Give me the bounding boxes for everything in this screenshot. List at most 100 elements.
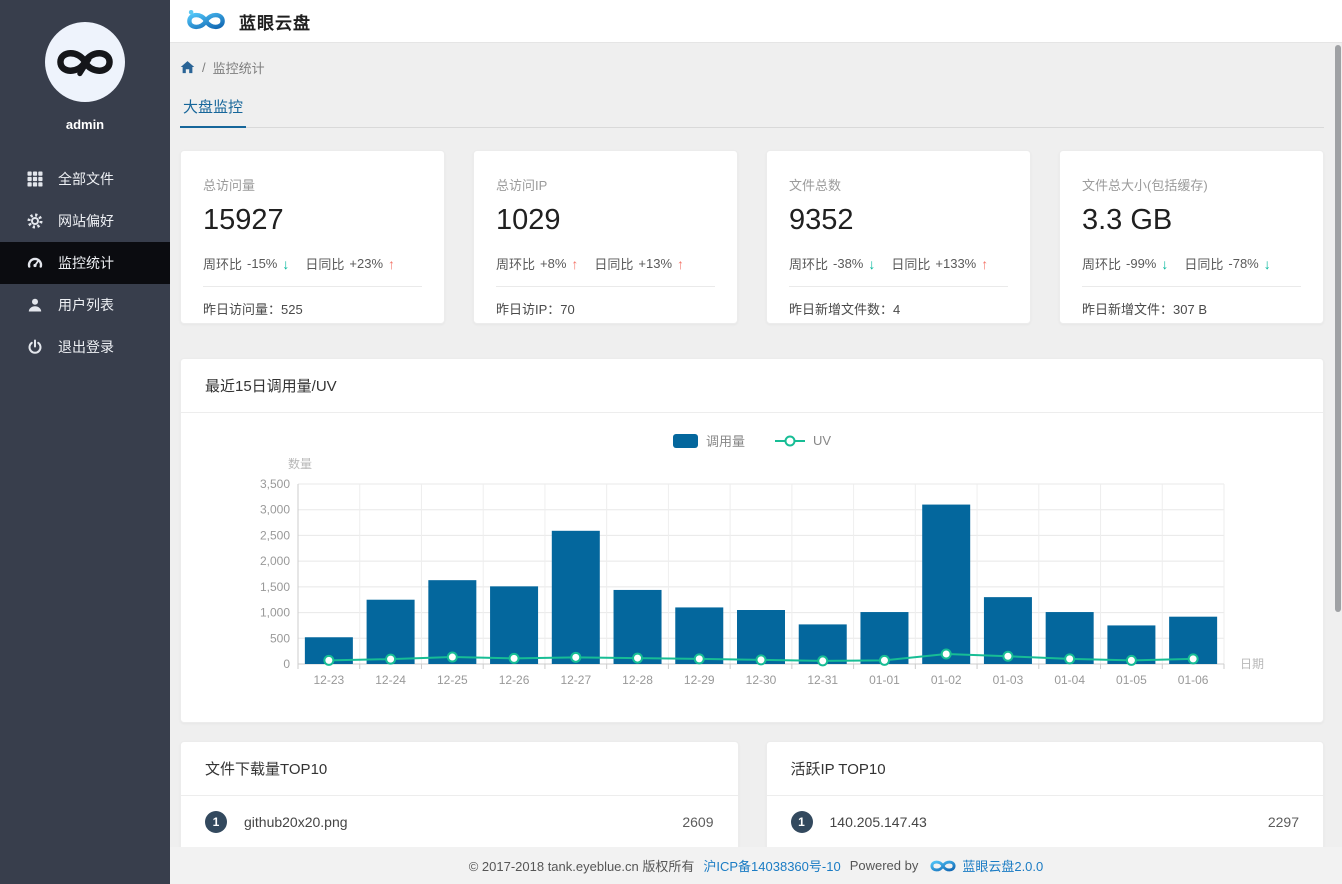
svg-text:12-23: 12-23 [314, 673, 345, 687]
trend-arrow-icon: ↓ [868, 255, 876, 272]
sidebar-item-all-files[interactable]: 全部文件 [0, 158, 170, 200]
stat-label: 总访问IP [496, 178, 548, 193]
chart-title: 最近15日调用量/UV [181, 359, 1323, 413]
user-icon [26, 297, 43, 314]
svg-text:3,000: 3,000 [260, 503, 290, 517]
sidebar-item-label: 退出登录 [58, 339, 114, 355]
sidebar-item-logout[interactable]: 退出登录 [0, 326, 170, 368]
eyeblue-logo-icon [57, 50, 113, 77]
stat-card-total-size: 文件总大小(包括缓存) 3.3 GB 周环比 -99% ↓ 日同比 -78% ↓ 昨日新… [1059, 150, 1324, 324]
list-item: 1 140.205.147.43 2297 [767, 796, 1324, 847]
svg-text:3,500: 3,500 [260, 477, 290, 491]
svg-text:01-01: 01-01 [869, 673, 900, 687]
svg-text:01-05: 01-05 [1116, 673, 1147, 687]
stat-value: 15927 [203, 204, 284, 236]
list-title: 活跃IP TOP10 [766, 742, 1323, 796]
main-area: 蓝眼云盘 / 监控统计 大盘监控 总访问量 15927 周环比 -15% ↓ 日同比… [170, 0, 1342, 884]
grid-icon [26, 171, 43, 188]
svg-text:0: 0 [283, 657, 290, 671]
svg-text:12-28: 12-28 [622, 673, 653, 687]
powered-by-text: Powered by [849, 858, 919, 873]
svg-text:12-30: 12-30 [746, 673, 777, 687]
vertical-scrollbar-thumb[interactable] [1335, 45, 1341, 612]
sidebar-nav: 全部文件 网站偏好 监控统计 [0, 158, 170, 368]
svg-text:12-26: 12-26 [499, 673, 530, 687]
tab-bar: 大盘监控 [180, 96, 1324, 128]
rank-badge: 1 [205, 811, 227, 833]
svg-text:日期: 日期 [1240, 657, 1264, 671]
stat-detail: 昨日访问量：525 [203, 302, 303, 317]
svg-text:2,000: 2,000 [260, 554, 290, 568]
trend-arrow-icon: ↓ [1263, 255, 1271, 272]
svg-text:12-29: 12-29 [684, 673, 715, 687]
rank-badge: 1 [790, 811, 813, 833]
tab-dashboard-monitor[interactable]: 大盘监控 [180, 96, 247, 128]
product-link[interactable]: 蓝眼云盘2.0.0 [962, 859, 1044, 874]
ip-address: 140.205.147.43 [829, 814, 927, 830]
list-title: 文件下载量TOP10 [181, 742, 738, 796]
stat-detail: 昨日访IP：70 [496, 302, 575, 317]
calls-uv-bar-line-chart: 0 500 1,000 1,500 2,000 2,500 3,000 3,500 12-23 1… [260, 456, 1264, 687]
stat-value: 9352 [789, 204, 854, 236]
svg-text:1,500: 1,500 [260, 580, 290, 594]
top10-cards: 文件下载量TOP10 1 github20x20.png 2609 活跃IP T… [180, 741, 1324, 847]
breadcrumb-separator: / [202, 60, 206, 75]
stat-value: 3.3 GB [1082, 204, 1173, 236]
svg-text:01-04: 01-04 [1054, 673, 1085, 687]
sidebar-item-monitoring[interactable]: 监控统计 [0, 242, 170, 284]
chart-legend: 调用量 UV [181, 431, 1323, 450]
legend-line-swatch-icon [774, 435, 805, 446]
avatar[interactable] [45, 22, 125, 102]
username: admin [65, 117, 105, 132]
stat-card-total-files: 文件总数 9352 周环比 -38% ↓ 日同比 +133% ↑ 昨日新增文件数：4 [766, 150, 1031, 324]
stat-detail: 昨日新增文件数：4 [789, 302, 901, 317]
trend-arrow-icon: ↑ [388, 255, 396, 272]
list-item: 1 github20x20.png 2609 [181, 796, 738, 847]
svg-text:01-02: 01-02 [931, 673, 962, 687]
trend-arrow-icon: ↑ [981, 255, 989, 272]
breadcrumb: / 监控统计 [180, 58, 1324, 77]
sidebar-item-preferences[interactable]: 网站偏好 [0, 200, 170, 242]
visit-count: 2297 [1267, 814, 1299, 830]
legend-label: UV [812, 433, 832, 448]
sidebar-item-label: 网站偏好 [58, 213, 114, 229]
app-header: 蓝眼云盘 [170, 0, 1342, 43]
stat-label: 文件总数 [789, 178, 842, 193]
home-icon[interactable] [180, 60, 195, 75]
page-footer: © 2017-2018 tank.eyeblue.cn 版权所有 沪ICP备14… [170, 847, 1342, 884]
svg-text:12-24: 12-24 [375, 673, 406, 687]
stat-cards: 总访问量 15927 周环比 -15% ↓ 日同比 +23% ↑ 昨日访问量：525 总… [180, 150, 1324, 324]
stat-label: 总访问量 [203, 178, 256, 193]
eyeblue-logo-icon [187, 9, 225, 30]
gauge-icon [26, 255, 43, 272]
file-name: github20x20.png [244, 814, 348, 830]
active-ip-top10-card: 活跃IP TOP10 1 140.205.147.43 2297 [765, 741, 1324, 847]
svg-text:数量: 数量 [288, 458, 312, 471]
icp-link[interactable]: 沪ICP备14038360号-10 [703, 859, 841, 874]
trend-arrow-icon: ↑ [571, 255, 579, 272]
download-count: 2609 [682, 814, 714, 830]
trend-arrow-icon: ↓ [282, 255, 290, 272]
legend-item-calls[interactable]: 调用量 [672, 431, 745, 450]
svg-text:1,000: 1,000 [260, 606, 290, 620]
svg-text:2,500: 2,500 [260, 528, 290, 542]
app-title: 蓝眼云盘 [239, 13, 311, 33]
legend-label: 调用量 [705, 434, 745, 449]
breadcrumb-current: 监控统计 [212, 61, 265, 76]
page-content: / 监控统计 大盘监控 总访问量 15927 周环比 -15% ↓ 日同比 +23% ↑… [170, 43, 1342, 847]
gear-icon [26, 213, 43, 230]
stat-detail: 昨日新增文件：307 B [1082, 302, 1207, 317]
svg-text:500: 500 [270, 631, 290, 645]
sidebar-item-label: 用户列表 [58, 297, 114, 313]
svg-text:12-27: 12-27 [560, 673, 591, 687]
svg-text:12-31: 12-31 [807, 673, 838, 687]
legend-item-uv[interactable]: UV [774, 433, 832, 448]
chart-card: 最近15日调用量/UV 调用量 UV 0 500 1,000 1,500 2,000 2,… [180, 358, 1324, 723]
file-downloads-top10-card: 文件下载量TOP10 1 github20x20.png 2609 [180, 741, 739, 847]
sidebar: admin 全部文件 网站偏好 [0, 0, 170, 884]
sidebar-item-label: 全部文件 [58, 171, 114, 187]
stat-label: 文件总大小(包括缓存) [1082, 178, 1208, 193]
sidebar-item-users[interactable]: 用户列表 [0, 284, 170, 326]
eyeblue-logo-icon [929, 857, 957, 875]
stat-card-total-visits: 总访问量 15927 周环比 -15% ↓ 日同比 +23% ↑ 昨日访问量：525 [180, 150, 445, 324]
